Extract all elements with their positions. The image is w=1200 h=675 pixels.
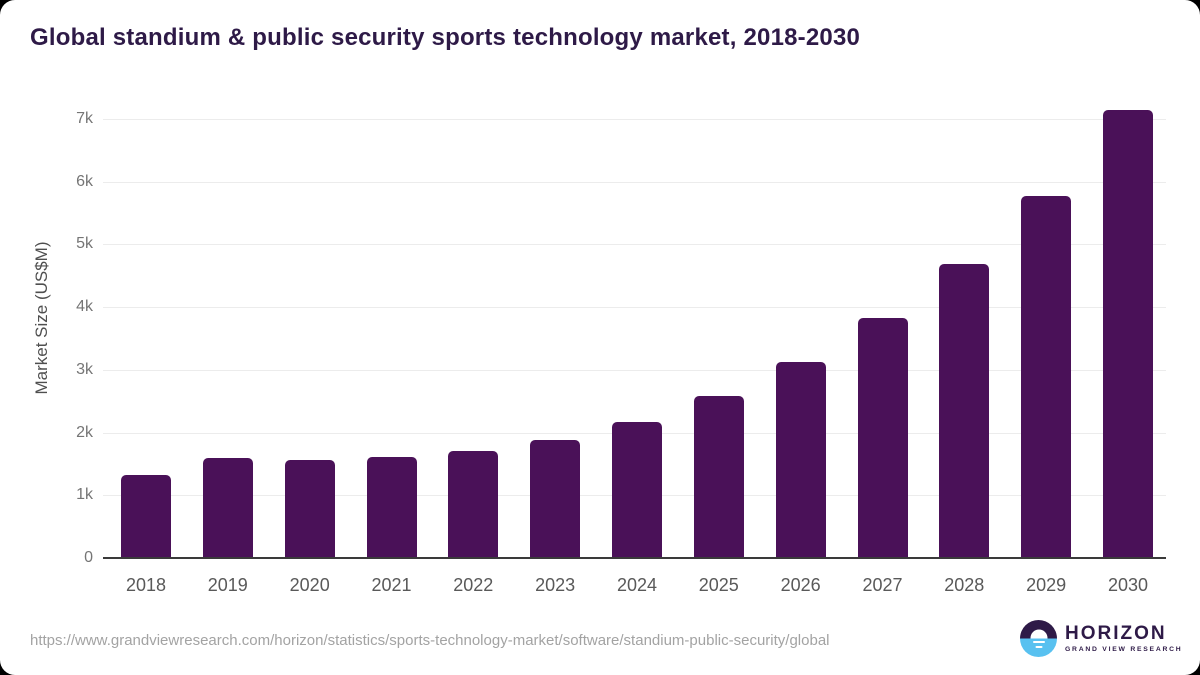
bar-2024 (612, 421, 662, 558)
x-tick-label: 2021 (371, 575, 412, 595)
logo-wordmark: HORIZON (1065, 622, 1167, 644)
x-tick-label: 2029 (1026, 575, 1067, 595)
logo-text: HORIZON GRAND VIEW RESEARCH (1065, 624, 1182, 653)
horizon-sunset-icon (1020, 619, 1057, 657)
reflection-line (1032, 640, 1045, 644)
source-url: https://www.grandviewresearch.com/horizo… (30, 632, 830, 649)
gridline (103, 369, 1166, 371)
x-tick-label: 2018 (125, 575, 167, 595)
bar-2026 (775, 361, 826, 558)
bar-2021 (366, 457, 417, 558)
bar-2029 (1021, 195, 1072, 558)
y-tick-label: 4k (76, 298, 93, 316)
x-tick-label: 2020 (289, 575, 330, 595)
gridline (103, 307, 1166, 309)
chart-title: Global standium & public security sports… (30, 24, 861, 51)
reflection-line (1035, 645, 1042, 649)
x-tick-label: 2022 (453, 575, 494, 595)
x-axis-line (103, 557, 1166, 559)
bar-2023 (530, 440, 581, 558)
bar-2019 (202, 458, 253, 558)
y-tick-label: 5k (76, 235, 93, 253)
y-tick-label: 7k (76, 110, 93, 127)
bar-2027 (857, 317, 908, 558)
gridline (103, 119, 1166, 120)
x-tick-label: 2026 (780, 575, 821, 595)
y-tick-label: 1k (76, 486, 93, 504)
gridline (103, 244, 1166, 246)
x-tick-label: 2030 (1107, 575, 1149, 595)
y-tick-label: 2k (76, 423, 93, 441)
x-tick-label: 2019 (207, 575, 248, 595)
x-tick-label: 2028 (944, 575, 985, 595)
bar-2025 (693, 395, 744, 558)
logo-subtitle: GRAND VIEW RESEARCH (1065, 645, 1183, 653)
bar-2018 (121, 475, 171, 558)
x-tick-label: 2027 (862, 575, 903, 595)
gridline (103, 181, 1166, 183)
sun-shape (1030, 629, 1047, 638)
bar-2028 (939, 263, 990, 558)
y-tick-label: 6k (76, 172, 93, 190)
x-tick-label: 2024 (616, 575, 658, 595)
y-tick-label: 3k (76, 360, 93, 378)
y-tick-label: 0 (84, 549, 93, 566)
bar-2030 (1103, 110, 1153, 558)
bar-2020 (284, 459, 335, 558)
bar-2022 (448, 450, 499, 558)
horizon-logo: HORIZON GRAND VIEW RESEARCH (1020, 619, 1182, 657)
x-tick-label: 2025 (698, 575, 739, 595)
x-tick-label: 2023 (535, 575, 576, 595)
